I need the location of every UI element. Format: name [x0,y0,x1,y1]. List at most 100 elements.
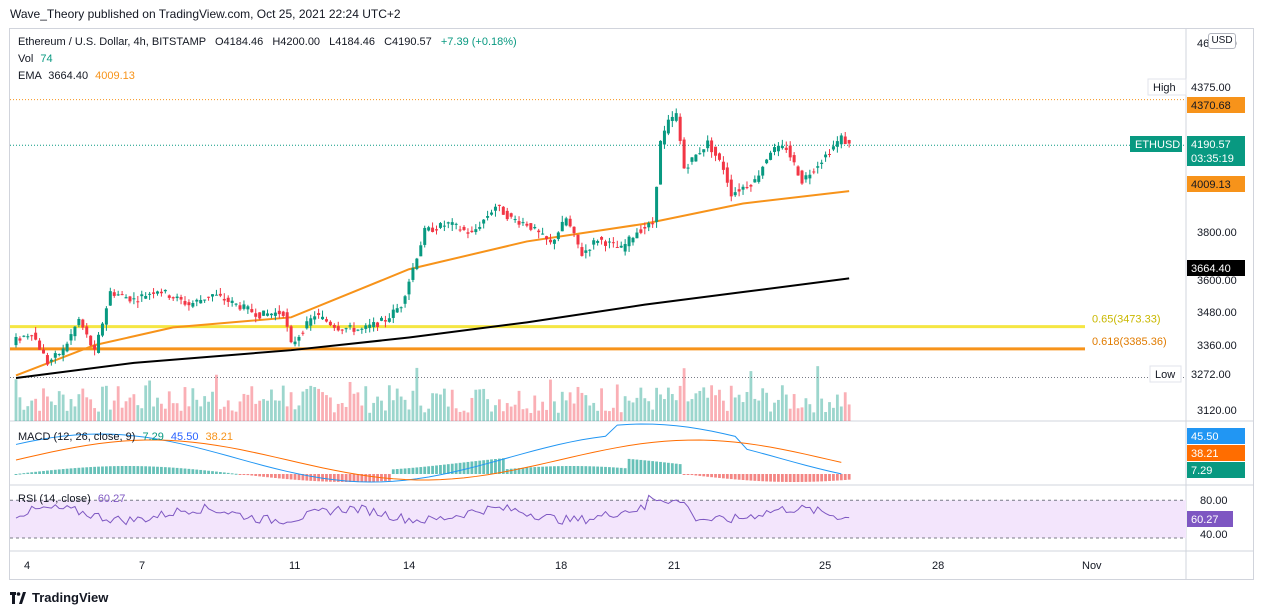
volume-bar [651,409,655,421]
volume-bar [670,394,674,421]
volume-bar [61,394,65,421]
candle-body [627,236,631,247]
macd-histogram-bar [321,474,324,482]
chart-frame[interactable]: 0.65(3473.33)0.618(3385.36)4600.003800.0… [9,28,1254,580]
candle-body [132,298,136,300]
macd-histogram-bar [753,474,757,481]
macd-legend: MACD (12, 26, close, 9) 7.29 45.50 38.21 [18,431,233,443]
macd-histogram-bar [262,474,265,477]
macd-histogram-bar [207,470,210,474]
macd-line-value: 45.50 [170,431,199,443]
volume-bar [301,391,305,421]
macd-histogram-bar [576,466,580,474]
candle-body [438,223,442,228]
volume-bar [533,395,537,421]
candle-body [116,294,120,296]
volume-bar [521,409,525,421]
macd-histogram-bar [820,474,824,482]
volume-bar [572,403,576,421]
macd-histogram-bar [769,474,772,482]
volume-bar [576,386,580,421]
volume-bar [454,408,458,421]
macd-histogram-bar [301,474,305,481]
volume-bar [336,403,340,421]
volume-bar [627,400,631,421]
candle-body [761,166,765,176]
macd-histogram-bar [356,474,360,482]
candle-body [199,299,203,304]
macd-histogram-bar [513,468,517,474]
volume-bar [49,401,53,421]
open-value: O4184.46 [214,36,264,48]
volume-bar [470,397,474,421]
volume-bar [285,406,289,421]
macd-histogram-bar [419,467,423,474]
volume-bar [289,392,293,421]
chart-canvas[interactable]: 0.65(3473.33)0.618(3385.36)4600.003800.0… [10,29,1253,579]
candle-body [446,222,450,224]
macd-marker-value: 45.50 [1191,431,1219,443]
volume-bar [439,394,442,421]
volume-bar [466,412,470,421]
candle-body [376,322,380,327]
volume-bar [588,405,592,421]
price-marker-value: 3272.00 [1191,369,1231,381]
volume-bar [643,398,647,421]
macd-histogram-bar [494,459,497,474]
rsi-value: 60.27 [97,493,126,505]
macd-histogram-bar [710,474,714,478]
macd-histogram-bar [101,466,104,474]
volume-bar [258,400,262,421]
volume-bar [545,409,548,421]
candle-body [757,175,761,182]
candle-body [93,345,97,350]
volume-bar [560,391,564,421]
candle-body [89,335,93,346]
macd-histogram-bar [666,462,670,474]
candle-body [305,321,309,329]
macd-histogram-bar [639,459,643,474]
candle-body [222,298,226,301]
macd-histogram-bar [592,466,596,474]
candle-body [152,292,156,294]
candle-body [435,229,439,231]
candle-body [348,325,352,327]
volume-bar [686,401,690,421]
candle-body [643,227,647,229]
macd-histogram-bar [140,466,144,474]
candle-body [706,140,710,149]
macd-histogram-bar [309,474,313,481]
macd-histogram-bar [395,469,399,474]
candle-body [458,229,462,231]
macd-histogram-bar [372,474,376,482]
volume-bar [741,402,745,421]
price-marker-box [1187,176,1245,192]
volume-bar [18,397,22,421]
macd-histogram-bar [246,474,250,476]
volume-bar [104,385,108,421]
volume-bar [211,391,214,421]
candle-body [517,221,521,225]
volume-bar [619,412,623,421]
macd-histogram-bar [655,461,658,474]
volume-bar [431,393,434,421]
currency-button[interactable]: USD [1208,33,1236,49]
volume-bar [273,400,277,421]
change-value: +7.39 (+0.18%) [440,36,517,48]
macd-histogram-bar [733,474,737,480]
candle-body [214,294,218,296]
volume-bar [804,398,808,421]
ema-label: EMA [18,70,42,82]
macd-histogram-bar [431,465,434,474]
macd-histogram-bar [490,459,493,474]
candle-body [490,212,494,215]
volume-bar [266,400,269,421]
low-value: L4184.46 [329,36,376,48]
macd-histogram-bar [53,469,57,474]
macd-histogram-bar [572,466,576,474]
macd-histogram-bar [427,466,431,474]
macd-histogram-bar [136,466,140,474]
volume-bar [387,385,391,421]
candle-body [670,116,674,122]
price-marker-label: High [1153,82,1176,94]
